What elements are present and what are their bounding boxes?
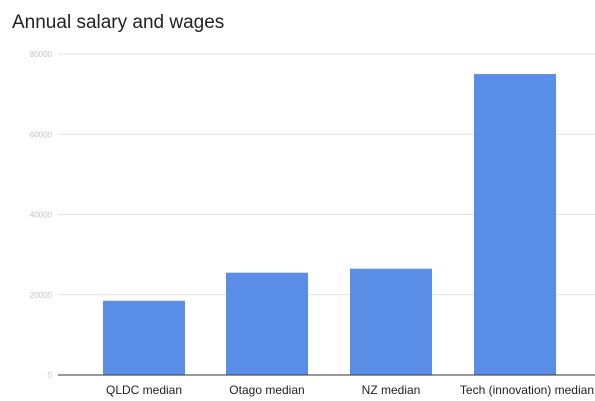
y-tick-label: 60000 bbox=[30, 130, 53, 139]
category-labels: QLDC median Otago median NZ median Tech (in… bbox=[106, 383, 594, 397]
y-tick-label: 0 bbox=[48, 371, 53, 380]
category-label: QLDC median bbox=[106, 383, 182, 397]
bar bbox=[474, 74, 556, 375]
bars bbox=[103, 74, 556, 375]
category-label: NZ median bbox=[362, 383, 421, 397]
y-tick-label: 20000 bbox=[30, 291, 53, 300]
bar bbox=[226, 272, 308, 375]
y-axis-ticks: 0 20000 40000 60000 80000 bbox=[30, 50, 53, 380]
chart-title: Annual salary and wages bbox=[12, 12, 225, 33]
bar bbox=[103, 300, 185, 375]
category-label: Otago median bbox=[229, 383, 304, 397]
y-tick-label: 80000 bbox=[30, 50, 53, 59]
bar bbox=[350, 268, 432, 375]
y-tick-label: 40000 bbox=[30, 211, 53, 220]
category-label: Tech (innovation) median bbox=[460, 383, 594, 397]
